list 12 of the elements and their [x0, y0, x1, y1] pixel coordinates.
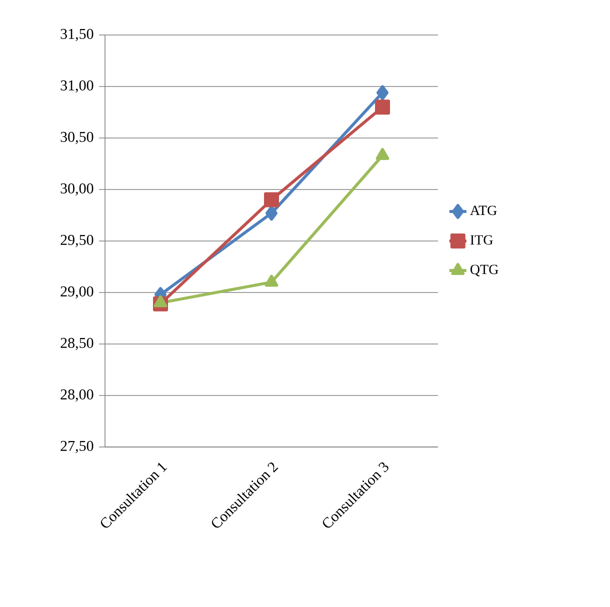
- y-tick-label: 29,00: [60, 286, 94, 299]
- y-tick-label: 29,50: [60, 234, 94, 248]
- y-tick-label: 28,50: [60, 338, 94, 350]
- legend-label: QTG: [470, 264, 498, 276]
- y-tick-label: 31,50: [60, 28, 94, 42]
- y-tick-label: 28,00: [60, 389, 94, 402]
- legend-label: ITG: [470, 235, 493, 245]
- legend-label: ATG: [470, 206, 497, 216]
- y-tick-label: 30,00: [60, 183, 94, 196]
- y-tick-label: 30,50: [60, 132, 94, 144]
- y-tick-label: 27,50: [60, 440, 94, 454]
- y-tick-label: 31,00: [60, 80, 94, 93]
